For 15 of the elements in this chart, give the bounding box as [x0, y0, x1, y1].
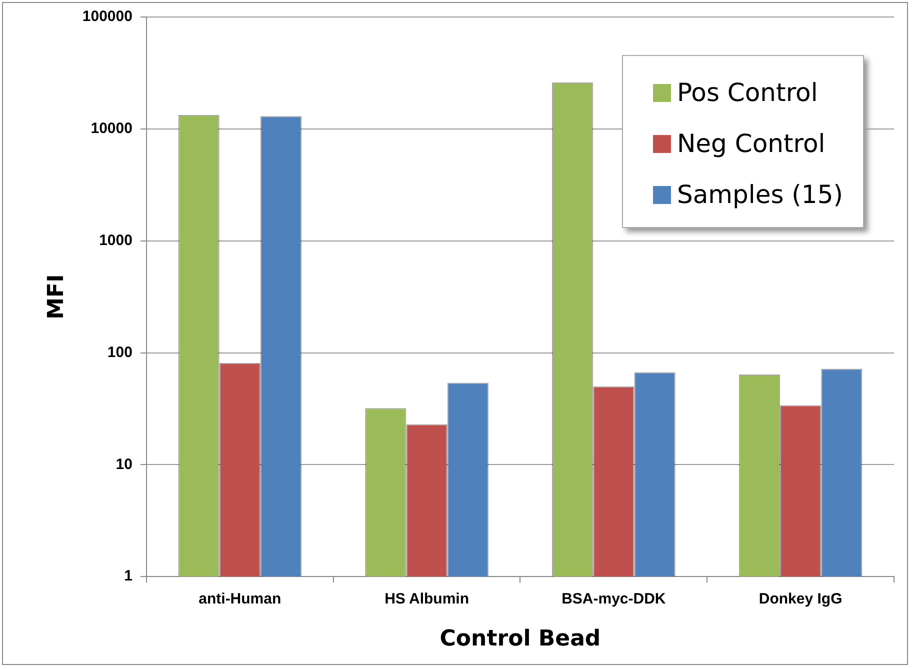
y-tick-label: 10	[116, 456, 132, 473]
legend-label: Samples (15)	[676, 180, 843, 209]
x-tick-label: BSA-myc-DDK	[562, 590, 666, 608]
y-axis-title: MFI	[44, 274, 69, 320]
x-axis-title: Control Bead	[440, 626, 601, 652]
y-tick-label: 100000	[82, 8, 132, 26]
x-tick-label: HS Albumin	[384, 590, 470, 608]
y-tick-label: 1000	[99, 232, 132, 249]
legend-label: Neg Control	[676, 129, 826, 158]
y-tick-label: 1	[124, 568, 132, 585]
x-tick-label: Donkey IgG	[758, 590, 842, 608]
legend-label: Pos Control	[676, 78, 819, 107]
x-tick-label: anti-Human	[198, 590, 282, 608]
y-tick-label: 10000	[90, 120, 132, 138]
y-tick-label: 100	[107, 344, 132, 361]
